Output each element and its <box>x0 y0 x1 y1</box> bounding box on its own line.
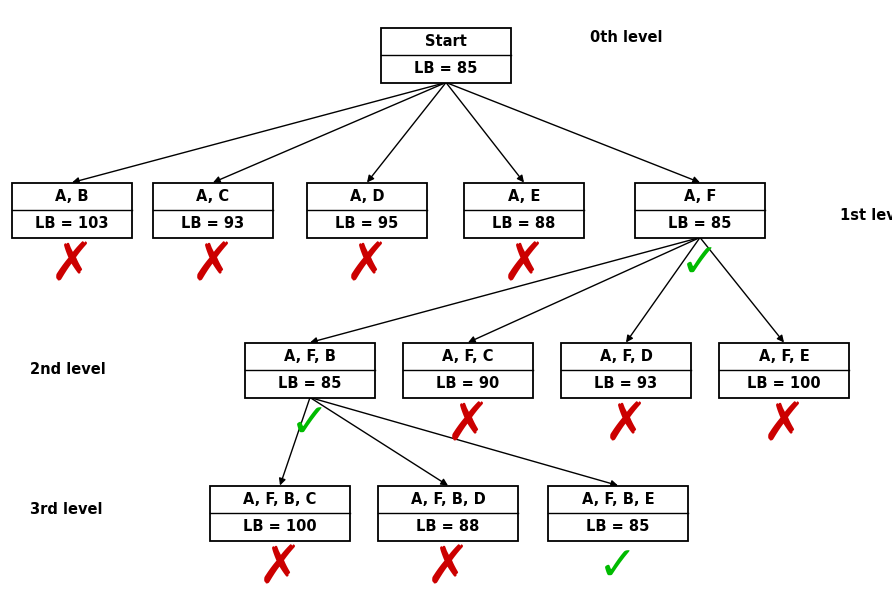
Text: 1st level: 1st level <box>840 208 892 222</box>
Text: ✗: ✗ <box>502 240 546 291</box>
Bar <box>153 182 273 238</box>
Text: LB = 103: LB = 103 <box>36 216 109 231</box>
Text: LB = 100: LB = 100 <box>747 376 821 391</box>
Bar <box>245 342 375 397</box>
Text: ✓: ✓ <box>599 546 638 591</box>
Bar <box>381 28 511 83</box>
Text: LB = 90: LB = 90 <box>436 376 500 391</box>
Text: A, F, B, C: A, F, B, C <box>244 492 317 507</box>
Text: A, F, B, E: A, F, B, E <box>582 492 655 507</box>
Text: ✓: ✓ <box>290 403 330 448</box>
Bar <box>378 485 518 540</box>
Bar <box>719 342 849 397</box>
Text: LB = 95: LB = 95 <box>335 216 399 231</box>
Text: Start: Start <box>425 34 467 49</box>
Text: 2nd level: 2nd level <box>30 362 106 378</box>
Bar <box>464 182 584 238</box>
Text: A, F, E: A, F, E <box>758 349 809 364</box>
Bar <box>548 485 688 540</box>
Text: A, F, B, D: A, F, B, D <box>410 492 485 507</box>
Text: LB = 100: LB = 100 <box>244 519 317 534</box>
Text: 0th level: 0th level <box>590 31 663 46</box>
Bar <box>307 182 427 238</box>
Text: LB = 85: LB = 85 <box>414 61 478 76</box>
Text: A, E: A, E <box>508 188 541 204</box>
Text: A, F, B: A, F, B <box>284 349 336 364</box>
Text: 3rd level: 3rd level <box>30 503 103 517</box>
Bar <box>403 342 533 397</box>
Text: A, D: A, D <box>350 188 384 204</box>
Text: LB = 93: LB = 93 <box>181 216 244 231</box>
Text: LB = 85: LB = 85 <box>586 519 649 534</box>
Text: A, B: A, B <box>55 188 88 204</box>
Text: A, F, C: A, F, C <box>442 349 494 364</box>
Text: LB = 88: LB = 88 <box>492 216 556 231</box>
Text: A, C: A, C <box>196 188 229 204</box>
Text: A, F: A, F <box>684 188 716 204</box>
Text: ✗: ✗ <box>762 400 806 452</box>
Text: ✗: ✗ <box>425 543 470 594</box>
Text: ✗: ✗ <box>446 400 490 452</box>
Text: ✗: ✗ <box>258 543 302 594</box>
Text: ✗: ✗ <box>50 240 95 291</box>
Text: ✗: ✗ <box>191 240 235 291</box>
Text: LB = 93: LB = 93 <box>594 376 657 391</box>
Text: A, F, D: A, F, D <box>599 349 652 364</box>
Bar <box>210 485 350 540</box>
Text: LB = 85: LB = 85 <box>278 376 342 391</box>
Text: LB = 88: LB = 88 <box>417 519 480 534</box>
Text: ✗: ✗ <box>604 400 648 452</box>
Text: ✗: ✗ <box>345 240 389 291</box>
Bar <box>561 342 691 397</box>
Bar <box>635 182 765 238</box>
Text: ✓: ✓ <box>681 243 720 288</box>
Bar <box>12 182 132 238</box>
Text: LB = 85: LB = 85 <box>668 216 731 231</box>
